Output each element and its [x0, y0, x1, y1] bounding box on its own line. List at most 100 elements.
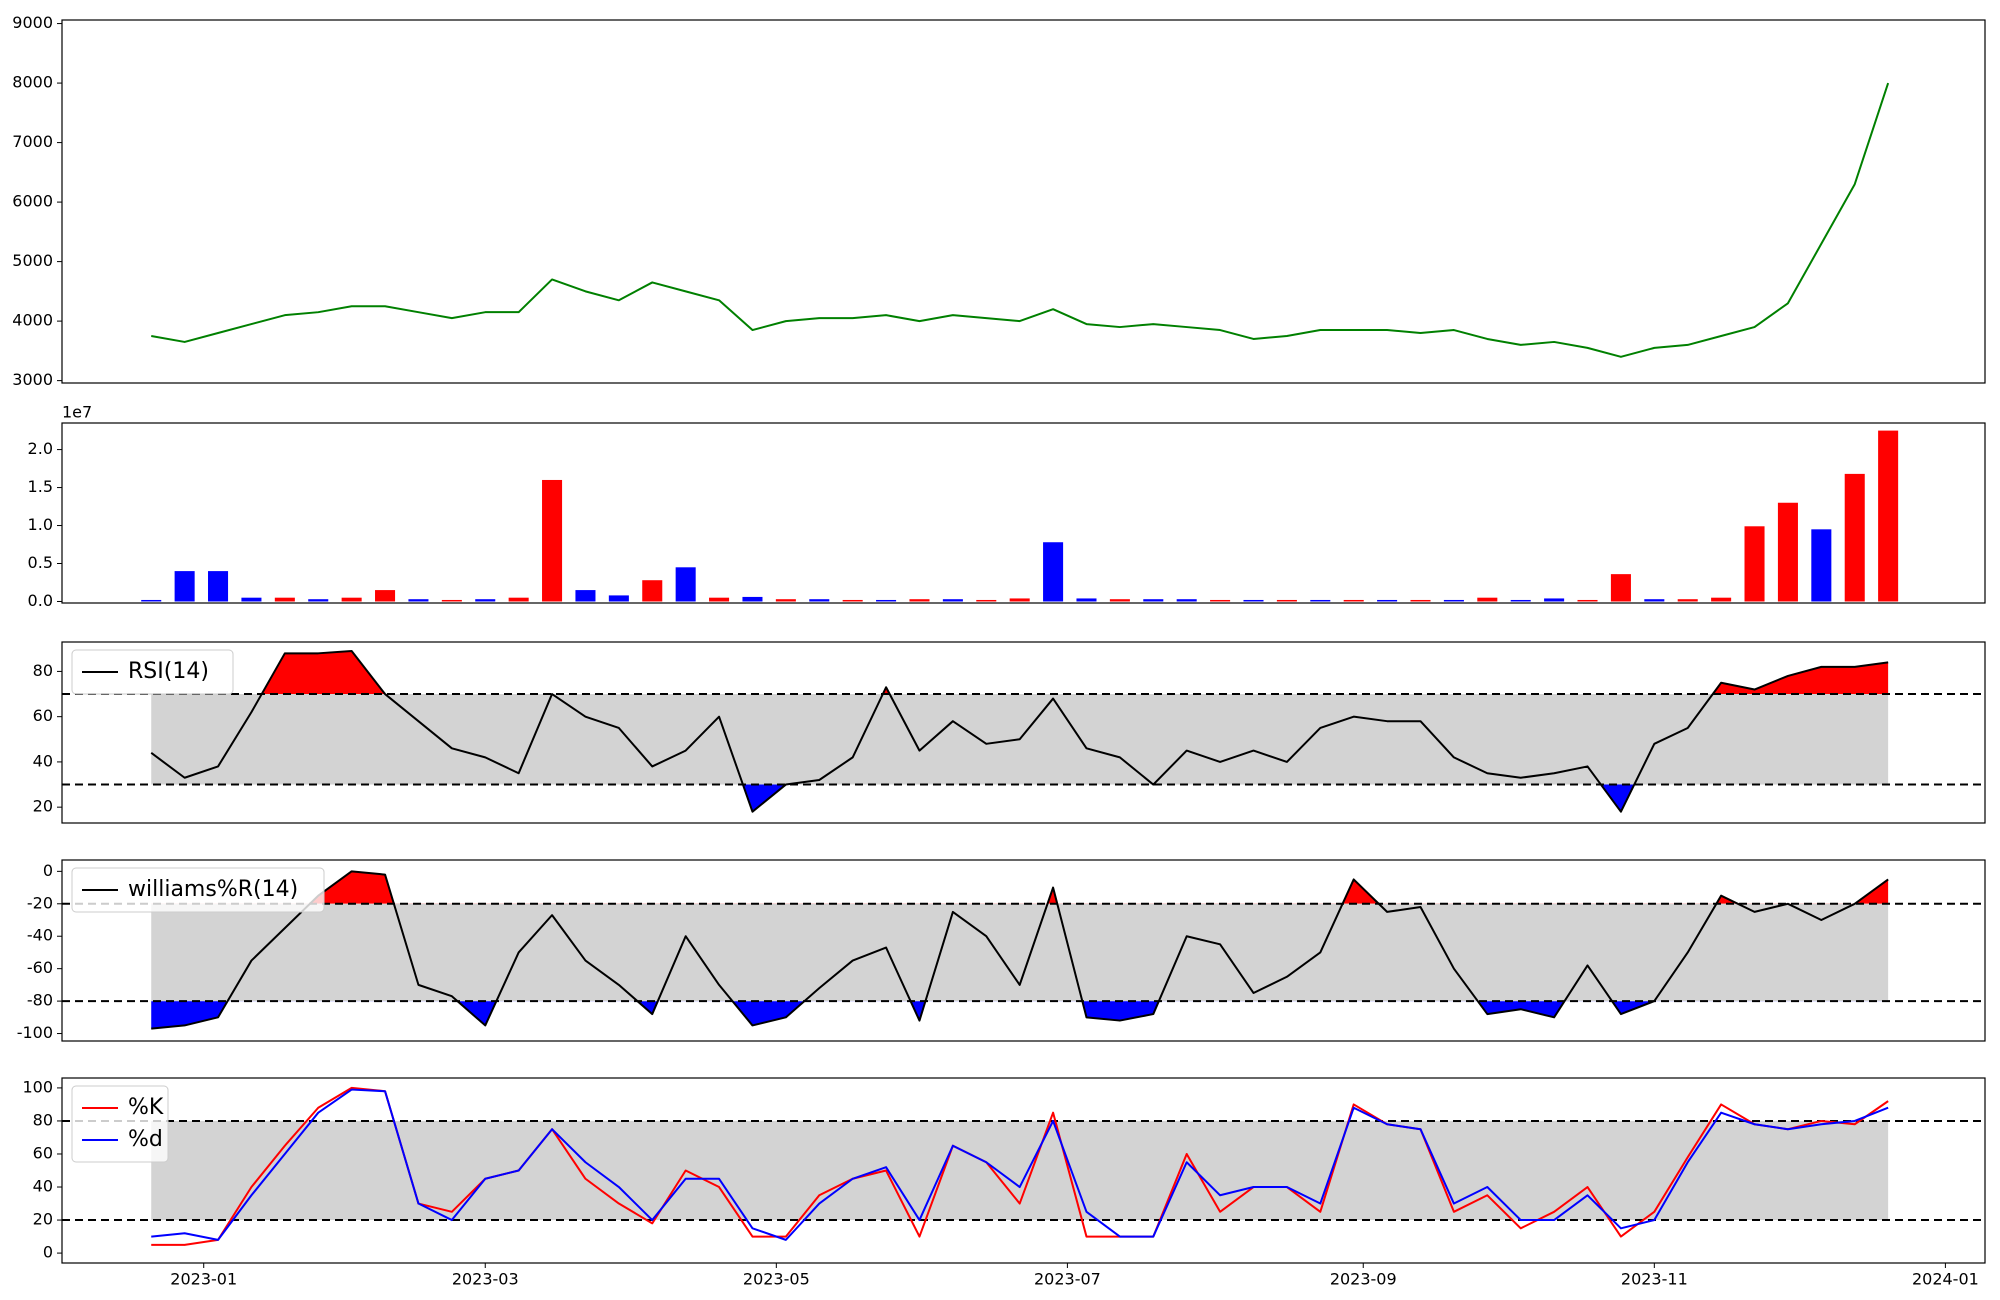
axis-offset-label: 1e7 — [62, 403, 92, 422]
x-tick-label: 2023-09 — [1330, 1270, 1397, 1289]
volume-bar — [1377, 599, 1398, 602]
volume-bar — [876, 599, 897, 602]
volume-bar — [1343, 599, 1364, 602]
volume-bar — [141, 599, 162, 602]
neutral-band — [151, 903, 1889, 1002]
volume-bar — [1878, 430, 1899, 602]
volume-bar — [1844, 473, 1865, 602]
y-tick-label: -60 — [27, 958, 53, 977]
y-tick-label: 4000 — [12, 311, 53, 330]
data-line — [151, 870, 1889, 1030]
volume-bar — [1443, 599, 1464, 602]
legend-box — [71, 1085, 169, 1163]
volume-bar — [1677, 599, 1698, 602]
y-tick-label: -80 — [27, 991, 53, 1010]
volume-bar — [809, 599, 830, 602]
volume-bar — [375, 590, 396, 602]
y-tick-label: 60 — [33, 1143, 53, 1162]
y-tick-label: 0 — [43, 1243, 53, 1262]
y-tick-label: 6000 — [12, 192, 53, 211]
legend-label: %d — [128, 1127, 163, 1152]
volume-bar — [1744, 526, 1765, 602]
overbought-fill — [151, 651, 1889, 695]
volume-bar — [1410, 599, 1431, 602]
volume-bar — [1510, 599, 1531, 602]
panel-frame — [61, 422, 1986, 604]
x-tick-label: 2023-01 — [170, 1270, 237, 1289]
volume-bar — [675, 567, 696, 602]
y-tick-label: 1.0 — [28, 515, 53, 534]
volume-bar — [1811, 529, 1832, 602]
volume-bar — [1610, 574, 1631, 602]
volume-bar — [1043, 542, 1064, 602]
volume-bar — [1577, 599, 1598, 602]
y-tick-label: -100 — [17, 1023, 53, 1042]
legend-box — [71, 867, 325, 913]
volume-bar — [775, 599, 796, 602]
y-tick-label: 80 — [33, 661, 53, 680]
volume-bar — [475, 599, 496, 602]
y-tick-label: 2.0 — [28, 439, 53, 458]
volume-bar — [341, 597, 362, 602]
y-tick-label: 3000 — [12, 370, 53, 389]
y-tick-label: 40 — [33, 1177, 53, 1196]
volume-bar — [1210, 599, 1231, 602]
volume-bar — [976, 599, 997, 602]
legend-label: %K — [128, 1095, 164, 1120]
data-line — [151, 1088, 1889, 1241]
y-tick-label: 0.5 — [28, 553, 53, 572]
volume-bar — [274, 597, 295, 602]
y-tick-label: -20 — [27, 893, 53, 912]
y-tick-label: 8000 — [12, 73, 53, 92]
volume-bar — [1544, 598, 1565, 602]
panel-frame — [61, 1077, 1986, 1264]
y-tick-label: 60 — [33, 706, 53, 725]
y-tick-label: 20 — [33, 797, 53, 816]
y-tick-label: 0 — [43, 861, 53, 880]
volume-bar — [608, 595, 629, 602]
volume-bar — [642, 580, 663, 602]
legend-box — [71, 649, 234, 695]
volume-bar — [542, 479, 563, 602]
volume-bar — [909, 599, 930, 602]
y-tick-label: 100 — [22, 1077, 53, 1096]
y-tick-label: 5000 — [12, 251, 53, 270]
volume-bar — [241, 597, 262, 602]
volume-bar — [1777, 502, 1798, 602]
panel-frame — [61, 19, 1986, 384]
y-tick-label: 0.0 — [28, 591, 53, 610]
x-tick-label: 2023-07 — [1034, 1270, 1101, 1289]
volume-bar — [575, 590, 596, 602]
data-line — [150, 650, 1889, 813]
volume-bar — [174, 571, 195, 602]
volume-bar — [942, 599, 963, 602]
volume-bar — [1243, 599, 1264, 602]
data-line — [151, 82, 1890, 358]
neutral-band — [151, 1120, 1889, 1221]
volume-bar — [308, 599, 329, 602]
panel-frame — [61, 859, 1986, 1042]
volume-bar — [1477, 597, 1498, 602]
volume-bar — [408, 599, 429, 602]
volume-bar — [709, 597, 730, 602]
legend-label: williams%R(14) — [128, 877, 298, 902]
x-tick-label: 2023-11 — [1621, 1270, 1688, 1289]
y-tick-label: 9000 — [12, 13, 53, 32]
legend-label: RSI(14) — [128, 659, 209, 684]
x-tick-label: 2023-05 — [743, 1270, 810, 1289]
volume-bar — [1276, 599, 1297, 602]
volume-bar — [1109, 599, 1130, 602]
x-tick-label: 2024-01 — [1912, 1270, 1979, 1289]
y-tick-label: 1.5 — [28, 477, 53, 496]
volume-bar — [1310, 599, 1331, 602]
y-tick-label: 7000 — [12, 132, 53, 151]
y-tick-label: 80 — [33, 1110, 53, 1129]
y-tick-label: -40 — [27, 926, 53, 945]
volume-bar — [1644, 599, 1665, 602]
volume-bar — [1009, 598, 1030, 602]
volume-bar — [1711, 597, 1732, 602]
volume-bar — [1176, 599, 1197, 602]
volume-bar — [742, 596, 763, 602]
panel-frame — [61, 641, 1986, 824]
volume-bar — [208, 571, 229, 602]
